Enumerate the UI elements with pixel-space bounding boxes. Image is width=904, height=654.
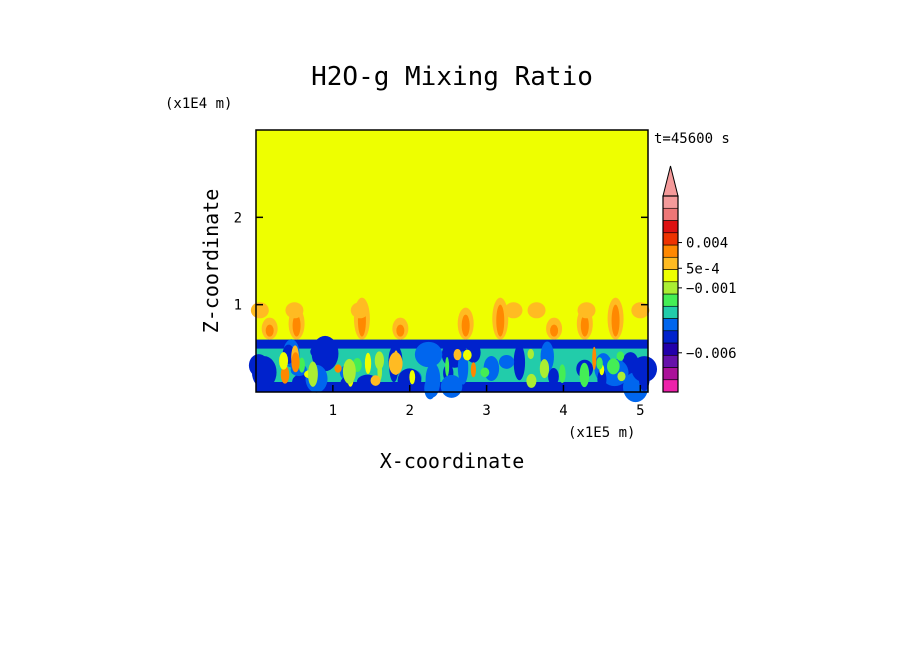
plume-core [461, 314, 470, 337]
y-axis-title: Z-coordinate [199, 189, 223, 334]
boundary-cap [631, 302, 650, 319]
colorbar-swatch [662, 318, 679, 332]
time-label: t=45600 s [654, 131, 730, 147]
y-unit-label: (x1E4 m) [165, 96, 232, 112]
colorbar-tick-label: 5e-4 [686, 261, 720, 277]
boundary-cap [285, 302, 304, 319]
y-tick-label: 1 [234, 298, 242, 314]
moist-blob [596, 357, 603, 370]
plume-core [265, 324, 274, 337]
colorbar-frame [662, 195, 679, 393]
x-tick-label: 5 [636, 403, 644, 419]
boundary-cap [527, 302, 546, 319]
moist-blob [370, 375, 381, 386]
blue-blob [414, 341, 443, 368]
colorbar-swatch [662, 195, 679, 209]
blue-blob [310, 344, 331, 359]
x-unit-label: (x1E5 m) [568, 425, 635, 441]
boundary-cap [504, 302, 523, 319]
blue-blob [498, 354, 515, 369]
moist-blob [334, 364, 342, 373]
moist-blob [526, 373, 537, 388]
moist-blob [280, 365, 290, 384]
x-ticks: 1 2 3 4 5 [329, 385, 645, 419]
colorbar-swatch [662, 232, 679, 246]
moist-blob [579, 362, 590, 388]
blue-blob [251, 356, 277, 389]
chart-title: H2O-g Mixing Ratio [311, 62, 593, 92]
moist-blob [364, 352, 372, 374]
moist-blob [480, 367, 490, 378]
colorbar-swatch [662, 220, 679, 234]
moist-blob [388, 352, 403, 375]
moist-blob [470, 362, 477, 378]
plume-core [396, 324, 405, 337]
colorbar-swatch [662, 256, 679, 270]
colorbar-extend-arrow [662, 165, 679, 197]
moist-blob [307, 361, 318, 387]
colorbar-swatch [662, 269, 679, 283]
moist-blob [592, 346, 597, 370]
moist-blob [527, 348, 534, 360]
moist-blob [377, 361, 383, 381]
y-tick-label: 2 [234, 210, 242, 226]
moist-blob [463, 349, 472, 361]
plume-core [496, 304, 505, 337]
colorbar-swatch [662, 342, 679, 356]
moist-blob [607, 358, 620, 375]
blue-blob [548, 367, 559, 386]
plume-core [611, 304, 620, 337]
colorbar-swatch [662, 293, 679, 307]
blue-blob [638, 362, 650, 392]
moist-blob [291, 352, 300, 373]
blue-blob [440, 374, 463, 398]
colorbar-tick-label: 0.004 [686, 236, 728, 252]
moist-blob [298, 357, 305, 373]
plume-core [580, 314, 589, 337]
colorbar-swatch [662, 367, 679, 381]
moist-blob [445, 357, 450, 377]
blue-blob [597, 368, 607, 390]
boundary-cap [350, 302, 369, 319]
moist-blob [279, 352, 289, 370]
x-axis-title: X-coordinate [380, 449, 525, 473]
field-features [248, 297, 658, 403]
x-tick-label: 1 [329, 403, 337, 419]
blue-blob [425, 362, 441, 398]
colorbar-swatch [662, 379, 679, 393]
colorbar-tick-label: −0.001 [686, 281, 737, 297]
colorbar: 0.004 5e-4 −0.001 −0.006 [662, 165, 737, 393]
moist-blob [342, 358, 356, 384]
colorbar-swatch [662, 281, 679, 295]
x-tick-label: 4 [559, 403, 567, 419]
colorbar-swatch [662, 244, 679, 258]
y-ticks: 12 [234, 210, 648, 314]
moist-blob [409, 370, 416, 385]
blue-blob [397, 368, 422, 393]
moist-blob [539, 359, 550, 379]
colorbar-swatch [662, 305, 679, 319]
boundary-cap [577, 302, 596, 319]
plume-core [550, 324, 559, 337]
moist-blob [558, 364, 566, 383]
moist-blob [453, 348, 462, 361]
blue-blob [513, 344, 526, 381]
plume-core [292, 314, 301, 337]
moist-blob [617, 371, 626, 382]
colorbar-swatch [662, 330, 679, 344]
colorbar-swatch [662, 354, 679, 368]
x-tick-label: 3 [482, 403, 490, 419]
moist-blob [616, 351, 625, 361]
plot-frame [255, 129, 649, 393]
colorbar-swatch [662, 207, 679, 221]
colorbar-tick-label: −0.006 [686, 346, 737, 362]
x-tick-label: 2 [406, 403, 414, 419]
moist-blob [374, 351, 384, 370]
